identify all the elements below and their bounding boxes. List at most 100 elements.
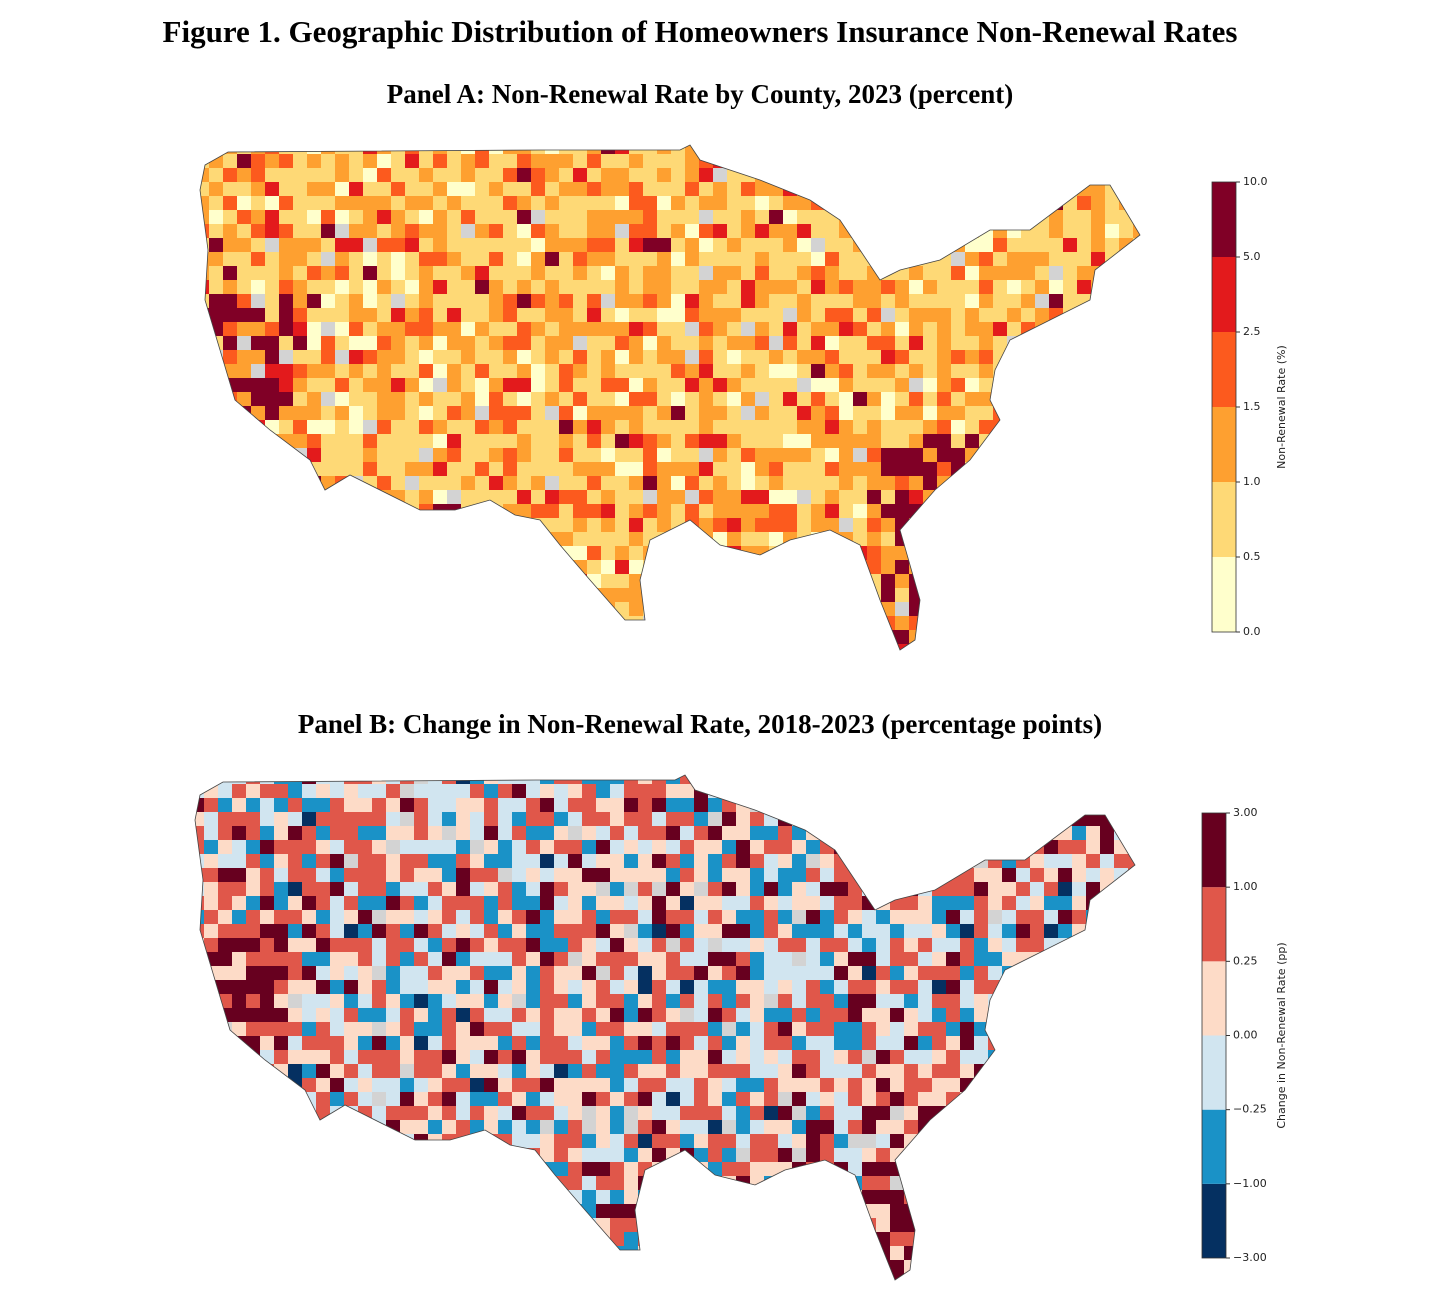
county-cell — [979, 350, 993, 364]
county-cell — [965, 560, 979, 574]
county-cell — [372, 1232, 386, 1246]
county-cell — [358, 1078, 372, 1092]
county-cell — [1105, 630, 1119, 644]
county-cell — [582, 1022, 596, 1036]
county-cell — [344, 1078, 358, 1092]
county-cell — [232, 826, 246, 840]
county-cell — [498, 1246, 512, 1260]
county-cell — [223, 504, 237, 518]
county-cell — [260, 980, 274, 994]
county-cell — [246, 1064, 260, 1078]
county-cell — [582, 1148, 596, 1162]
county-cell — [316, 1036, 330, 1050]
county-cell — [498, 1162, 512, 1176]
county-cell — [1119, 154, 1133, 168]
county-cell — [470, 1148, 484, 1162]
county-cell — [1063, 392, 1077, 406]
county-cell — [484, 1148, 498, 1162]
county-cell — [783, 392, 797, 406]
county-cell — [1091, 168, 1105, 182]
county-cell — [811, 392, 825, 406]
county-cell — [764, 1218, 778, 1232]
county-cell — [540, 1036, 554, 1050]
county-cell — [806, 1232, 820, 1246]
county-cell — [895, 294, 909, 308]
county-cell — [610, 840, 624, 854]
county-cell — [694, 980, 708, 994]
county-cell — [895, 560, 909, 574]
county-cell — [461, 145, 475, 154]
county-cell — [797, 434, 811, 448]
county-cell — [960, 1218, 974, 1232]
county-cell — [470, 1036, 484, 1050]
county-cell — [1091, 630, 1105, 644]
county-cell — [713, 602, 727, 616]
county-cell — [960, 938, 974, 952]
county-cell — [302, 1204, 316, 1218]
county-cell — [988, 924, 1002, 938]
county-cell — [470, 775, 484, 784]
county-cell — [251, 532, 265, 546]
county-cell — [484, 798, 498, 812]
county-cell — [666, 1050, 680, 1064]
county-cell — [1105, 518, 1119, 532]
county-cell — [881, 532, 895, 546]
county-cell — [358, 994, 372, 1008]
county-cell — [965, 252, 979, 266]
county-cell — [540, 1204, 554, 1218]
county-cell — [881, 476, 895, 490]
county-cell — [209, 462, 223, 476]
county-cell — [937, 210, 951, 224]
county-cell — [1063, 630, 1077, 644]
county-cell — [232, 1050, 246, 1064]
county-cell — [358, 1246, 372, 1260]
county-cell — [988, 1064, 1002, 1078]
county-cell — [923, 224, 937, 238]
county-cell — [321, 238, 335, 252]
county-cell — [713, 266, 727, 280]
county-cell — [876, 980, 890, 994]
county-cell — [1058, 1148, 1072, 1162]
county-cell — [526, 1106, 540, 1120]
county-cell — [769, 350, 783, 364]
county-cell — [1063, 294, 1077, 308]
county-cell — [288, 882, 302, 896]
county-cell — [358, 1064, 372, 1078]
county-cell — [237, 434, 251, 448]
county-cell — [1100, 1218, 1114, 1232]
county-cell — [307, 462, 321, 476]
county-cell — [1133, 350, 1140, 364]
county-cell — [680, 1232, 694, 1246]
county-cell — [498, 1190, 512, 1204]
county-cell — [1049, 434, 1063, 448]
county-cell — [1077, 364, 1091, 378]
county-cell — [582, 882, 596, 896]
county-cell — [218, 1176, 232, 1190]
county-cell — [629, 518, 643, 532]
county-cell — [713, 182, 727, 196]
county-cell — [400, 1148, 414, 1162]
county-cell — [307, 420, 321, 434]
county-cell — [433, 210, 447, 224]
county-cell — [867, 644, 881, 650]
county-cell — [797, 504, 811, 518]
county-cell — [1030, 910, 1044, 924]
county-cell — [419, 154, 433, 168]
county-cell — [246, 882, 260, 896]
county-cell — [965, 350, 979, 364]
county-cell — [470, 938, 484, 952]
county-cell — [358, 966, 372, 980]
county-cell — [531, 504, 545, 518]
county-cell — [615, 434, 629, 448]
county-cell — [405, 574, 419, 588]
county-cell — [1007, 420, 1021, 434]
county-cell — [839, 406, 853, 420]
county-cell — [279, 616, 293, 630]
county-cell — [349, 574, 363, 588]
county-cell — [330, 1078, 344, 1092]
county-cell — [596, 1134, 610, 1148]
county-cell — [587, 616, 601, 630]
county-cell — [489, 378, 503, 392]
county-cell — [582, 1232, 596, 1246]
county-cell — [1086, 775, 1100, 784]
